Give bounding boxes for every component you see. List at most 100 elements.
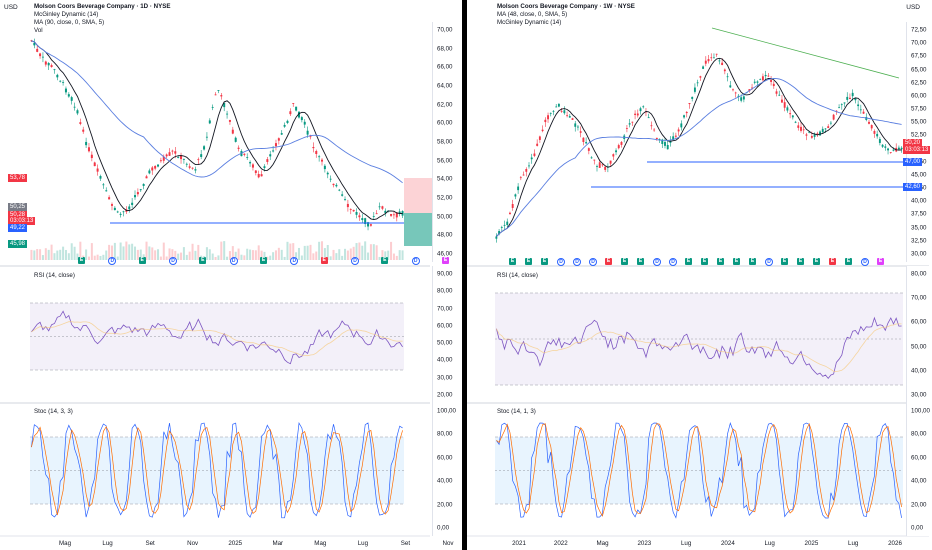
scale-tick: 62,00 (437, 101, 453, 109)
candle (344, 199, 347, 200)
symbol-title[interactable]: Molson Coors Beverage Company · 1D · NYS… (34, 3, 171, 10)
stoc-scale[interactable]: 100,00 80,00 60,00 40,00 20,00 0,00 (906, 403, 932, 536)
event-marker-icon[interactable]: D (290, 257, 299, 265)
scale-tick: 70,00 (437, 305, 453, 313)
candle (876, 133, 879, 137)
event-marker-icon[interactable]: E (541, 258, 548, 265)
indicator-mcginley[interactable]: McGinley Dynamic (14) (34, 11, 99, 18)
volume-bar (335, 253, 338, 260)
event-marker-icon[interactable]: D (229, 257, 238, 265)
candle (113, 207, 116, 211)
stoc-scale[interactable]: 100,00 80,00 60,00 40,00 20,00 0,00 (432, 403, 459, 536)
stoc-pane-label[interactable]: Stoc (14, 3, 3) (34, 408, 73, 415)
rsi-scale[interactable]: 90,00 80,00 70,00 60,00 50,00 40,00 30,00 20,00 (432, 266, 459, 403)
rsi-scale[interactable]: 80,00 70,00 60,00 50,00 40,00 30,00 (906, 266, 932, 403)
event-marker-icon[interactable]: D (573, 258, 581, 266)
indicator-ma[interactable]: MA (90, close, 0, SMA, 5) (34, 19, 105, 26)
candle (168, 152, 171, 156)
volume-bar (318, 241, 321, 260)
volume-bar (346, 250, 349, 260)
volume-bar (165, 256, 168, 260)
candle (900, 147, 903, 150)
chart-panel-weekly[interactable]: USD Molson Coors Beverage Company · 1W ·… (467, 0, 932, 550)
weekly-chart-canvas[interactable] (467, 0, 932, 550)
time-axis-label: Set (400, 540, 411, 547)
rsi-pane-label[interactable]: RSI (14, close) (497, 272, 538, 279)
event-marker-icon[interactable]: D (557, 258, 565, 266)
volume-bar (205, 247, 208, 260)
event-marker-icon[interactable]: D (669, 258, 677, 266)
event-marker-icon[interactable]: E (199, 257, 207, 264)
event-marker-icon[interactable]: E (845, 258, 852, 265)
event-marker-icon[interactable]: D (351, 257, 359, 265)
stoc-k-line (496, 422, 902, 519)
event-marker-icon[interactable]: E (78, 257, 85, 264)
candle (295, 106, 298, 111)
indicator-mcginley[interactable]: McGinley Dynamic (14) (497, 19, 562, 26)
scale-tick: 40,00 (911, 477, 927, 485)
event-marker-icon[interactable]: D (765, 258, 773, 266)
volume-bar (254, 250, 257, 260)
symbol-title[interactable]: Molson Coors Beverage Company · 1W · NYS… (497, 3, 635, 10)
event-marker-icon[interactable]: E (685, 258, 692, 265)
volume-bar (70, 243, 73, 260)
candle (364, 218, 367, 225)
event-marker-icon[interactable]: E (717, 258, 724, 265)
event-marker-icon[interactable]: E (813, 258, 820, 265)
event-marker-icon[interactable]: E (320, 257, 328, 264)
volume-bar (194, 250, 197, 260)
indicator-ma[interactable]: MA (48, close, 0, SMA, 5) (497, 11, 568, 18)
candle (142, 183, 145, 186)
candle (585, 142, 588, 144)
event-marker-icon[interactable]: E (749, 258, 756, 265)
rsi-pane-label[interactable]: RSI (14, close) (34, 272, 75, 279)
event-marker-icon[interactable]: E (442, 257, 449, 264)
volume-bar (249, 249, 252, 260)
volume-bar (243, 255, 246, 260)
event-marker-icon[interactable]: D (108, 257, 117, 265)
daily-chart-canvas[interactable] (0, 0, 462, 550)
event-marker-icon[interactable]: E (829, 258, 836, 265)
candle (661, 139, 664, 145)
price-tag-ma: 50,25 (8, 203, 28, 211)
event-marker-icon[interactable]: D (589, 258, 597, 266)
event-marker-icon[interactable]: D (411, 257, 420, 265)
countdown-tag: 03:03:13 (903, 146, 931, 154)
event-marker-icon[interactable]: D (861, 258, 869, 266)
event-marker-icon[interactable]: E (525, 258, 532, 265)
scale-tick: 40,00 (911, 367, 927, 375)
volume-bar (300, 255, 303, 260)
candle (704, 60, 707, 64)
event-marker-icon[interactable]: E (509, 258, 516, 265)
chart-panel-daily[interactable]: USD Molson Coors Beverage Company · 1D ·… (0, 0, 462, 550)
event-marker-icon[interactable]: E (733, 258, 740, 265)
event-marker-icon[interactable]: D (653, 258, 661, 266)
stoc-pane-label[interactable]: Stoc (14, 1, 3) (497, 408, 536, 415)
scale-tick: 46,00 (437, 250, 453, 258)
event-marker-icon[interactable]: E (621, 258, 628, 265)
candle (329, 178, 332, 180)
volume-bar (177, 253, 180, 260)
candle (674, 135, 677, 137)
volume-bar (364, 241, 367, 260)
indicator-volume[interactable]: Vol (34, 27, 43, 34)
candle (375, 213, 378, 215)
event-marker-icon[interactable]: E (781, 258, 788, 265)
event-marker-icon[interactable]: E (381, 257, 389, 264)
candle (650, 125, 653, 127)
event-marker-icon[interactable]: E (605, 258, 612, 265)
candle (582, 137, 585, 143)
event-marker-icon[interactable]: E (138, 257, 146, 264)
event-marker-icon[interactable]: E (797, 258, 804, 265)
event-marker-icon[interactable]: E (877, 258, 884, 265)
volume-bar (96, 254, 99, 260)
candle (579, 131, 582, 133)
candle (571, 118, 574, 120)
price-scale[interactable]: 70,00 68,00 66,00 64,00 62,00 60,00 58,00 56,00… (432, 22, 459, 262)
event-marker-icon[interactable]: E (260, 257, 267, 264)
event-marker-icon[interactable]: E (637, 258, 644, 265)
event-marker-icon[interactable]: E (701, 258, 708, 265)
event-marker-icon[interactable]: D (169, 257, 177, 265)
volume-bar (387, 250, 390, 260)
volume-bar (257, 245, 260, 260)
